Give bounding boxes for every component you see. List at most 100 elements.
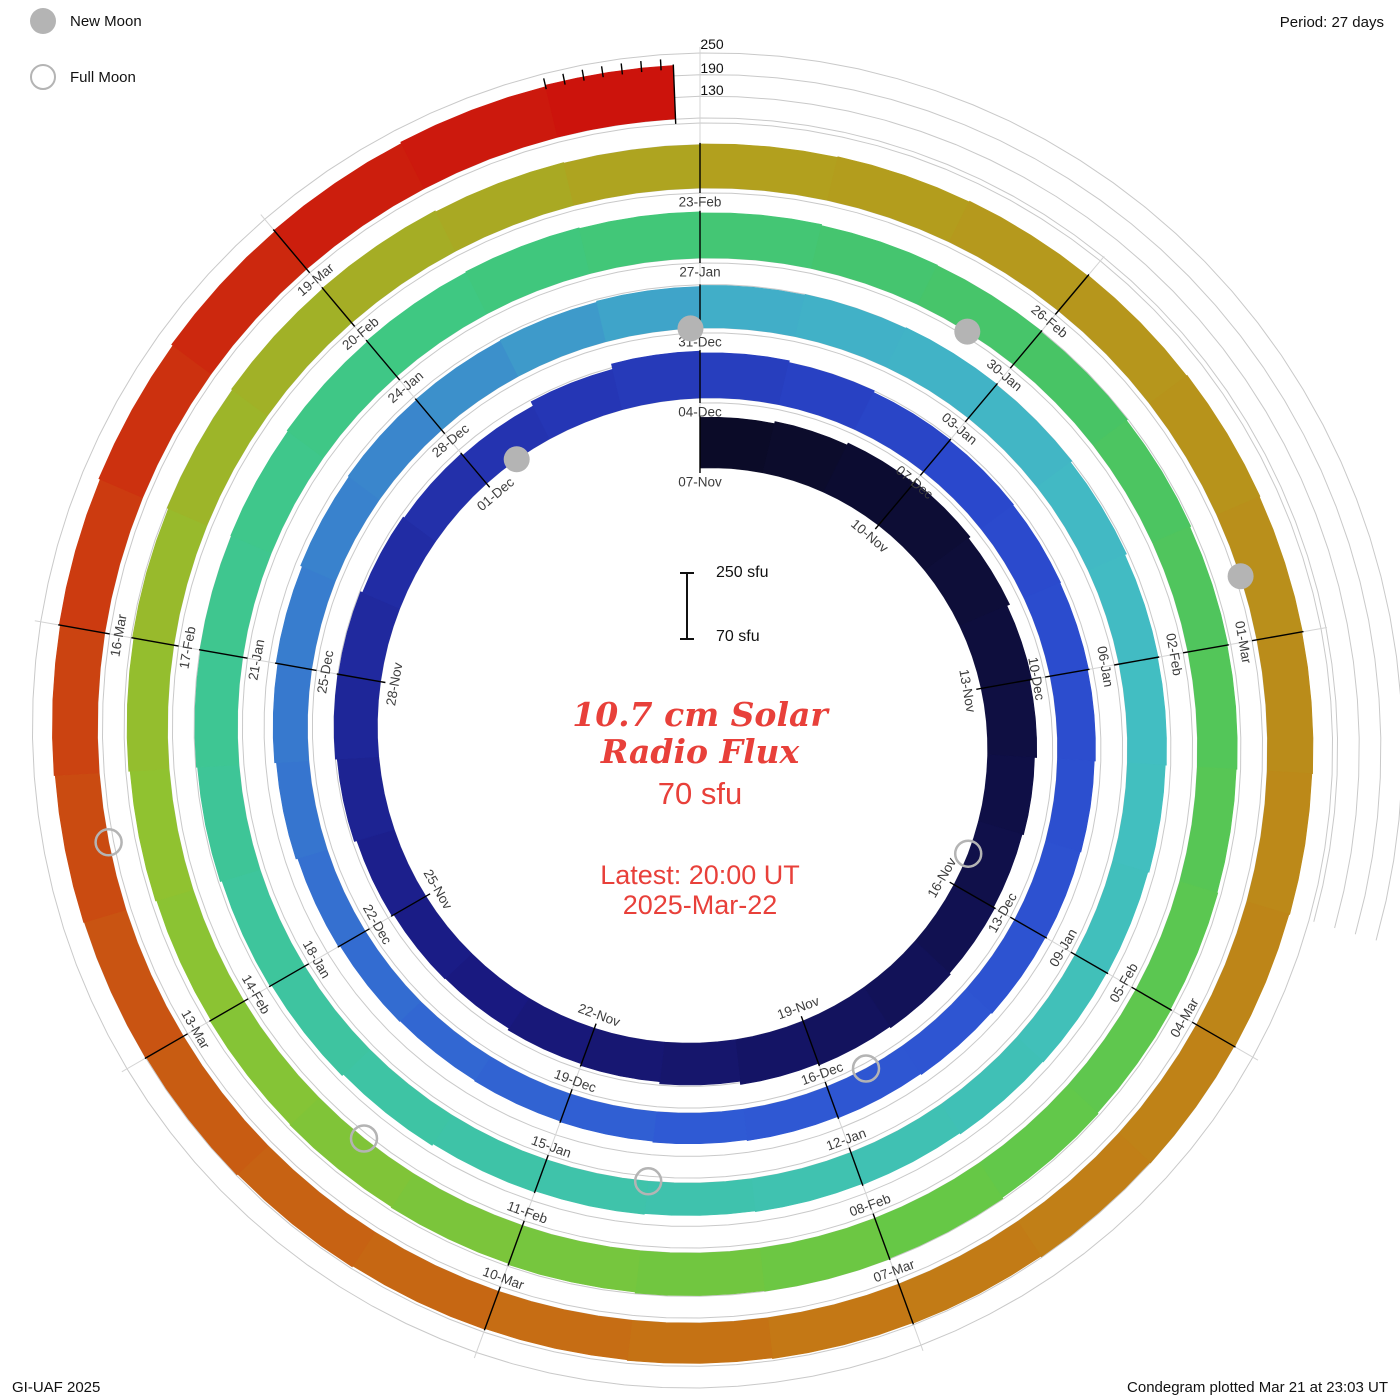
- full-moon-marker: [94, 828, 123, 857]
- flux-bar: [1246, 770, 1313, 915]
- flux-bar: [652, 1108, 748, 1144]
- flux-axis-label-130: 130: [700, 82, 724, 98]
- scale-bar-max-label: 250 sfu: [716, 564, 769, 581]
- flux-bar: [474, 1056, 571, 1122]
- flux-bar: [810, 225, 938, 305]
- flux-bars-group: [52, 65, 1314, 1364]
- scale-bar-line: [686, 574, 688, 638]
- flux-bar: [272, 663, 312, 764]
- flux-bar: [743, 1086, 839, 1142]
- latest-time-label: Latest: 20:00 UT: [600, 860, 800, 890]
- flux-bar: [399, 1001, 491, 1081]
- current-flux-value: 70 sfu: [657, 776, 743, 811]
- date-label: 21-Jan: [245, 638, 267, 681]
- flux-bar: [980, 679, 1038, 758]
- flux-bar: [1112, 762, 1166, 873]
- flux-bar: [626, 1317, 773, 1364]
- flux-bar: [300, 476, 380, 582]
- new-moon-marker: [677, 315, 704, 342]
- flux-bar: [199, 535, 272, 658]
- full-moon-label: Full Moon: [70, 68, 136, 86]
- flux-bar: [699, 352, 790, 405]
- flux-bar: [390, 1173, 523, 1264]
- flux-bar: [1049, 669, 1096, 762]
- scale-bar-bottom-cap: [680, 638, 694, 640]
- flux-bar: [940, 1036, 1044, 1135]
- new-moon-marker: [1227, 563, 1254, 590]
- legend-new-moon: New Moon: [30, 8, 142, 34]
- date-label: 13-Nov: [956, 668, 978, 714]
- flux-bar: [1074, 861, 1149, 974]
- flux-bar: [465, 227, 591, 315]
- flux-bar: [659, 1039, 741, 1086]
- legend-full-moon: Full Moon: [30, 64, 142, 90]
- chart-title-line1: 10.7 cm Solar: [572, 695, 828, 734]
- flux-bar: [1179, 766, 1237, 894]
- flux-bar: [194, 649, 243, 768]
- flux-bar: [1196, 901, 1290, 1048]
- flux-bar: [336, 756, 395, 842]
- flux-bar: [611, 350, 701, 411]
- flux-bar: [634, 1247, 765, 1296]
- date-label: 28-Nov: [383, 661, 405, 707]
- date-label: 02-Feb: [1163, 632, 1185, 677]
- date-label: 01-Mar: [1232, 620, 1254, 665]
- flux-bar: [507, 1225, 641, 1293]
- flux-bar: [699, 212, 823, 269]
- date-label: 04-Dec: [678, 405, 722, 420]
- flux-bar: [699, 143, 838, 201]
- date-label: 23-Feb: [679, 195, 722, 210]
- date-label: 27-Jan: [679, 265, 720, 280]
- flux-bar: [432, 1114, 547, 1193]
- full-moon-marker: [851, 1054, 881, 1083]
- full-moon-marker: [953, 839, 983, 868]
- date-label: 25-Dec: [314, 649, 336, 695]
- flux-bar: [484, 1291, 633, 1361]
- flux-bar: [1045, 758, 1095, 853]
- flux-bar: [297, 849, 366, 948]
- flux-bar: [333, 673, 381, 760]
- flux-bar: [276, 760, 328, 860]
- full-moon-icon: [30, 64, 56, 90]
- scale-bar-top-cap: [680, 572, 694, 574]
- date-label: 16-Mar: [107, 613, 129, 658]
- flux-bar: [580, 1027, 665, 1083]
- full-moon-marker: [633, 1167, 663, 1196]
- flux-bar: [699, 416, 775, 474]
- flux-bar: [827, 156, 970, 243]
- flux-bar: [1014, 841, 1081, 939]
- latest-date-label: 2025-Mar-22: [622, 890, 778, 920]
- latest-observation: Latest: 20:00 UT 2025-Mar-22: [420, 860, 980, 920]
- flux-scale-bar: [679, 572, 695, 640]
- credit-label: GI-UAF 2025: [12, 1379, 101, 1396]
- flux-bar: [197, 764, 261, 882]
- date-label: 06-Jan: [1094, 645, 1116, 688]
- date-label: 07-Nov: [678, 475, 722, 490]
- date-label: 10-Dec: [1025, 656, 1047, 702]
- flux-bar: [699, 285, 806, 337]
- new-moon-marker: [503, 446, 530, 473]
- new-moon-label: New Moon: [70, 12, 142, 30]
- date-ticks-group: [58, 59, 1304, 1331]
- scale-bar-min-label: 70 sfu: [716, 628, 760, 645]
- flux-bar: [794, 294, 907, 368]
- flux-bar: [221, 869, 305, 987]
- new-moon-marker: [954, 318, 981, 345]
- flux-axis-label-250: 250: [700, 36, 724, 52]
- flux-bar: [534, 1159, 649, 1215]
- moon-legend: New Moon Full Moon: [30, 8, 142, 120]
- plotted-timestamp-label: Condegram plotted Mar 21 at 23:03 UT: [1127, 1379, 1388, 1396]
- flux-bar: [1256, 631, 1314, 775]
- period-label: Period: 27 days: [1279, 14, 1384, 31]
- flux-bar: [978, 754, 1035, 836]
- flux-bar: [1216, 496, 1303, 641]
- new-moon-icon: [30, 8, 56, 34]
- flux-bar: [559, 1093, 657, 1142]
- chart-title: 10.7 cm Solar Radio Flux: [420, 696, 980, 770]
- flux-bar: [1135, 881, 1219, 1010]
- flux-bar: [1118, 656, 1167, 766]
- flux-bar: [544, 65, 676, 138]
- flux-axis-label-190: 190: [700, 60, 724, 76]
